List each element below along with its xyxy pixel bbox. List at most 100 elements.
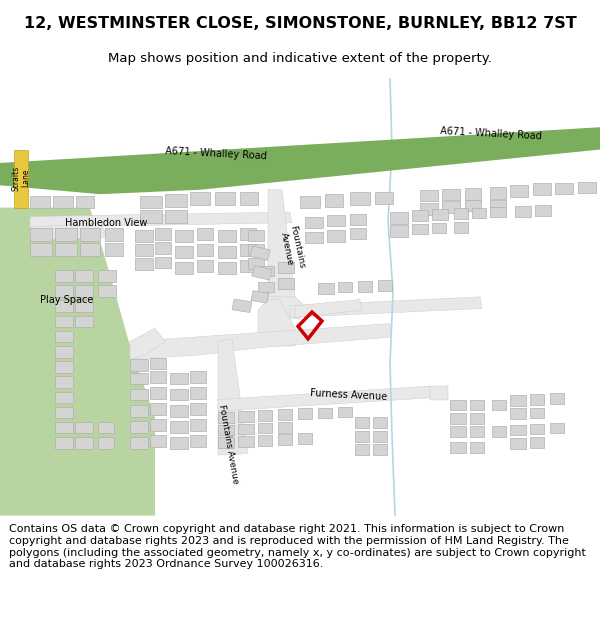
Bar — [175, 230, 193, 241]
Bar — [355, 431, 369, 441]
Polygon shape — [130, 324, 392, 359]
Polygon shape — [268, 297, 305, 319]
Bar — [510, 409, 526, 419]
Bar — [130, 421, 148, 432]
Polygon shape — [251, 291, 269, 303]
Text: Fountains
Avenue: Fountains Avenue — [278, 224, 306, 271]
Bar — [55, 285, 73, 297]
Bar — [75, 270, 93, 282]
Bar — [450, 442, 466, 453]
Bar — [248, 230, 264, 241]
Bar — [140, 196, 162, 209]
Bar — [30, 196, 50, 209]
Bar — [190, 387, 206, 399]
Bar — [155, 242, 171, 254]
Bar — [140, 210, 162, 222]
Bar — [318, 284, 334, 294]
Bar — [55, 361, 73, 372]
Bar — [130, 405, 148, 416]
Bar — [218, 424, 234, 435]
Bar — [454, 222, 468, 232]
Bar — [75, 437, 93, 449]
Bar — [240, 192, 258, 205]
Bar — [578, 182, 596, 193]
Bar — [248, 244, 264, 255]
Bar — [105, 243, 123, 256]
Bar — [105, 228, 123, 241]
Bar — [218, 412, 234, 422]
Text: Fountains Avenue: Fountains Avenue — [217, 404, 239, 484]
Bar — [55, 243, 77, 256]
Polygon shape — [0, 127, 600, 194]
Bar — [465, 188, 481, 199]
Bar — [170, 372, 188, 384]
Text: Map shows position and indicative extent of the property.: Map shows position and indicative extent… — [108, 52, 492, 65]
Bar — [373, 444, 387, 455]
Bar — [75, 422, 93, 434]
Bar — [75, 301, 93, 312]
Bar — [55, 331, 73, 342]
Bar — [373, 418, 387, 428]
Bar — [278, 278, 294, 289]
Bar — [218, 246, 236, 258]
Bar — [358, 281, 372, 291]
Bar — [30, 243, 52, 256]
Bar — [150, 435, 166, 447]
Bar — [412, 210, 428, 221]
Bar — [55, 407, 73, 418]
Bar — [197, 228, 213, 240]
Bar — [218, 230, 236, 241]
Bar — [55, 301, 73, 312]
Bar — [412, 224, 428, 234]
Bar — [492, 399, 506, 410]
Bar — [55, 391, 73, 403]
Bar — [278, 409, 292, 420]
Bar — [258, 410, 272, 421]
Bar — [390, 212, 408, 224]
Bar — [465, 201, 481, 211]
Bar — [355, 444, 369, 455]
Text: Play Space: Play Space — [40, 294, 94, 304]
Bar — [515, 206, 531, 216]
Polygon shape — [0, 208, 155, 516]
Bar — [305, 216, 323, 228]
Polygon shape — [30, 222, 108, 241]
Bar — [535, 205, 551, 216]
Bar — [130, 437, 148, 449]
Polygon shape — [268, 190, 295, 299]
Bar — [55, 376, 73, 388]
Bar — [470, 413, 484, 424]
Bar — [175, 262, 193, 274]
Polygon shape — [218, 339, 248, 455]
Bar — [98, 437, 114, 449]
Bar — [338, 407, 352, 418]
Bar — [76, 196, 94, 209]
Bar — [318, 408, 332, 418]
Bar — [530, 424, 544, 434]
Bar — [80, 228, 100, 241]
Bar — [190, 435, 206, 447]
Text: 12, WESTMINSTER CLOSE, SIMONSTONE, BURNLEY, BB12 7ST: 12, WESTMINSTER CLOSE, SIMONSTONE, BURNL… — [23, 16, 577, 31]
Polygon shape — [232, 299, 252, 312]
Bar — [55, 346, 73, 358]
Bar — [420, 190, 438, 201]
Bar — [130, 372, 148, 384]
Bar — [170, 437, 188, 449]
Bar — [190, 192, 210, 205]
Polygon shape — [430, 386, 448, 399]
Bar — [165, 210, 187, 222]
Bar — [350, 214, 366, 224]
Polygon shape — [130, 328, 165, 359]
Bar — [258, 282, 274, 292]
Bar — [30, 228, 52, 241]
Bar — [130, 389, 148, 401]
Bar — [492, 426, 506, 437]
Bar — [98, 422, 114, 434]
Bar — [442, 189, 460, 201]
Bar — [278, 262, 294, 272]
Bar — [472, 208, 486, 218]
Bar — [53, 196, 73, 209]
Bar — [170, 389, 188, 401]
Bar — [190, 419, 206, 431]
Bar — [375, 191, 393, 204]
